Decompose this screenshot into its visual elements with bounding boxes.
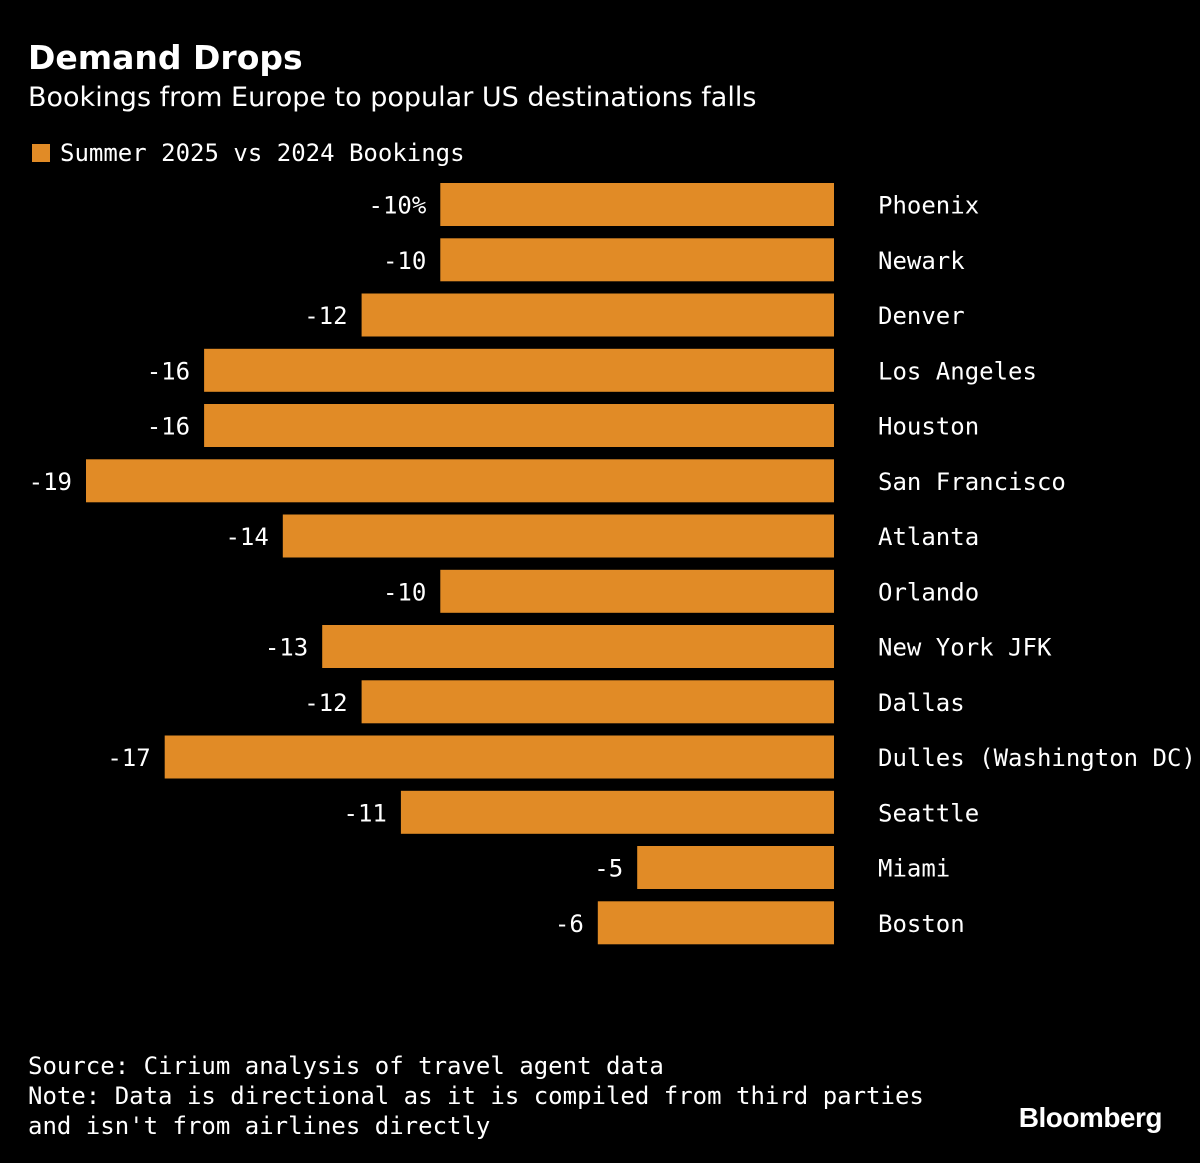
bar-dallas xyxy=(361,680,834,724)
bar-boston xyxy=(597,901,834,945)
category-label: Dulles (Washington DC) xyxy=(878,744,1196,772)
bloomberg-logo: Bloomberg xyxy=(1018,1102,1163,1133)
category-label: Los Angeles xyxy=(878,357,1037,385)
bar-denver xyxy=(361,293,834,337)
bar-san-francisco xyxy=(86,459,834,503)
category-label: Dallas xyxy=(878,689,965,717)
category-label: Newark xyxy=(878,247,965,275)
value-label: -16 xyxy=(147,357,190,385)
category-label: Atlanta xyxy=(878,523,979,551)
category-label: Orlando xyxy=(878,578,979,606)
value-label: -19 xyxy=(29,468,72,496)
bar-dulles-washington-dc xyxy=(164,735,834,779)
category-label: Seattle xyxy=(878,799,979,827)
bar-newark xyxy=(440,238,834,282)
legend-label: Summer 2025 vs 2024 Bookings xyxy=(60,139,465,167)
category-label: Houston xyxy=(878,413,979,441)
source-note: Source: Cirium analysis of travel agent … xyxy=(28,1052,664,1080)
value-label: -10 xyxy=(383,247,426,275)
chart-title: Demand Drops xyxy=(28,38,303,77)
category-label: Miami xyxy=(878,855,950,883)
legend: Summer 2025 vs 2024 Bookings xyxy=(32,136,465,170)
value-label: -13 xyxy=(265,634,308,662)
bar-houston xyxy=(204,404,835,447)
chart-subtitle: Bookings from Europe to popular US desti… xyxy=(28,82,757,113)
value-label: -12 xyxy=(304,302,347,330)
category-label: Denver xyxy=(878,302,965,330)
bar-los-angeles xyxy=(204,348,835,392)
value-label: -16 xyxy=(147,413,190,441)
bar-orlando xyxy=(440,569,834,613)
bar-miami xyxy=(637,846,834,889)
category-label: New York JFK xyxy=(878,634,1052,662)
legend-swatch xyxy=(32,144,50,162)
value-label: -6 xyxy=(555,910,584,938)
bar-seattle xyxy=(400,790,834,834)
value-label: -10 xyxy=(383,578,426,606)
footer: Source: Cirium analysis of travel agent … xyxy=(28,1051,958,1141)
category-label: San Francisco xyxy=(878,468,1066,496)
value-label: -5 xyxy=(594,855,623,883)
category-label: Boston xyxy=(878,910,965,938)
bar-chart: -10% Phoenix -10 Newark -12 Denver -16 Los Ange… xyxy=(29,183,1196,945)
bar-new-york-jfk xyxy=(322,625,834,668)
value-label: -14 xyxy=(225,523,268,551)
category-label: Phoenix xyxy=(878,192,979,220)
value-label: -12 xyxy=(304,689,347,717)
value-label: -10% xyxy=(369,192,427,220)
value-label: -17 xyxy=(107,744,150,772)
data-note: Note: Data is directional as it is compi… xyxy=(28,1082,939,1140)
value-label: -11 xyxy=(344,799,387,827)
bar-phoenix xyxy=(440,183,834,226)
bar-atlanta xyxy=(282,514,834,558)
